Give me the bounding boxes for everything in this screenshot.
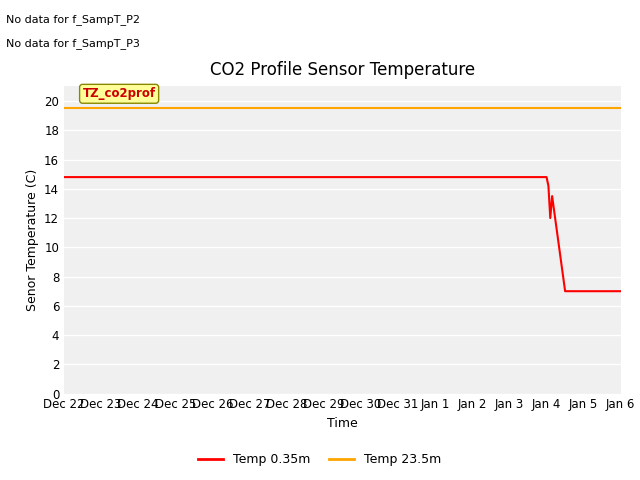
X-axis label: Time: Time [327,417,358,430]
Text: TZ_co2prof: TZ_co2prof [83,87,156,100]
Text: No data for f_SampT_P2: No data for f_SampT_P2 [6,14,140,25]
Text: No data for f_SampT_P3: No data for f_SampT_P3 [6,38,140,49]
Title: CO2 Profile Sensor Temperature: CO2 Profile Sensor Temperature [210,61,475,79]
Legend: Temp 0.35m, Temp 23.5m: Temp 0.35m, Temp 23.5m [193,448,447,471]
Y-axis label: Senor Temperature (C): Senor Temperature (C) [26,169,38,311]
